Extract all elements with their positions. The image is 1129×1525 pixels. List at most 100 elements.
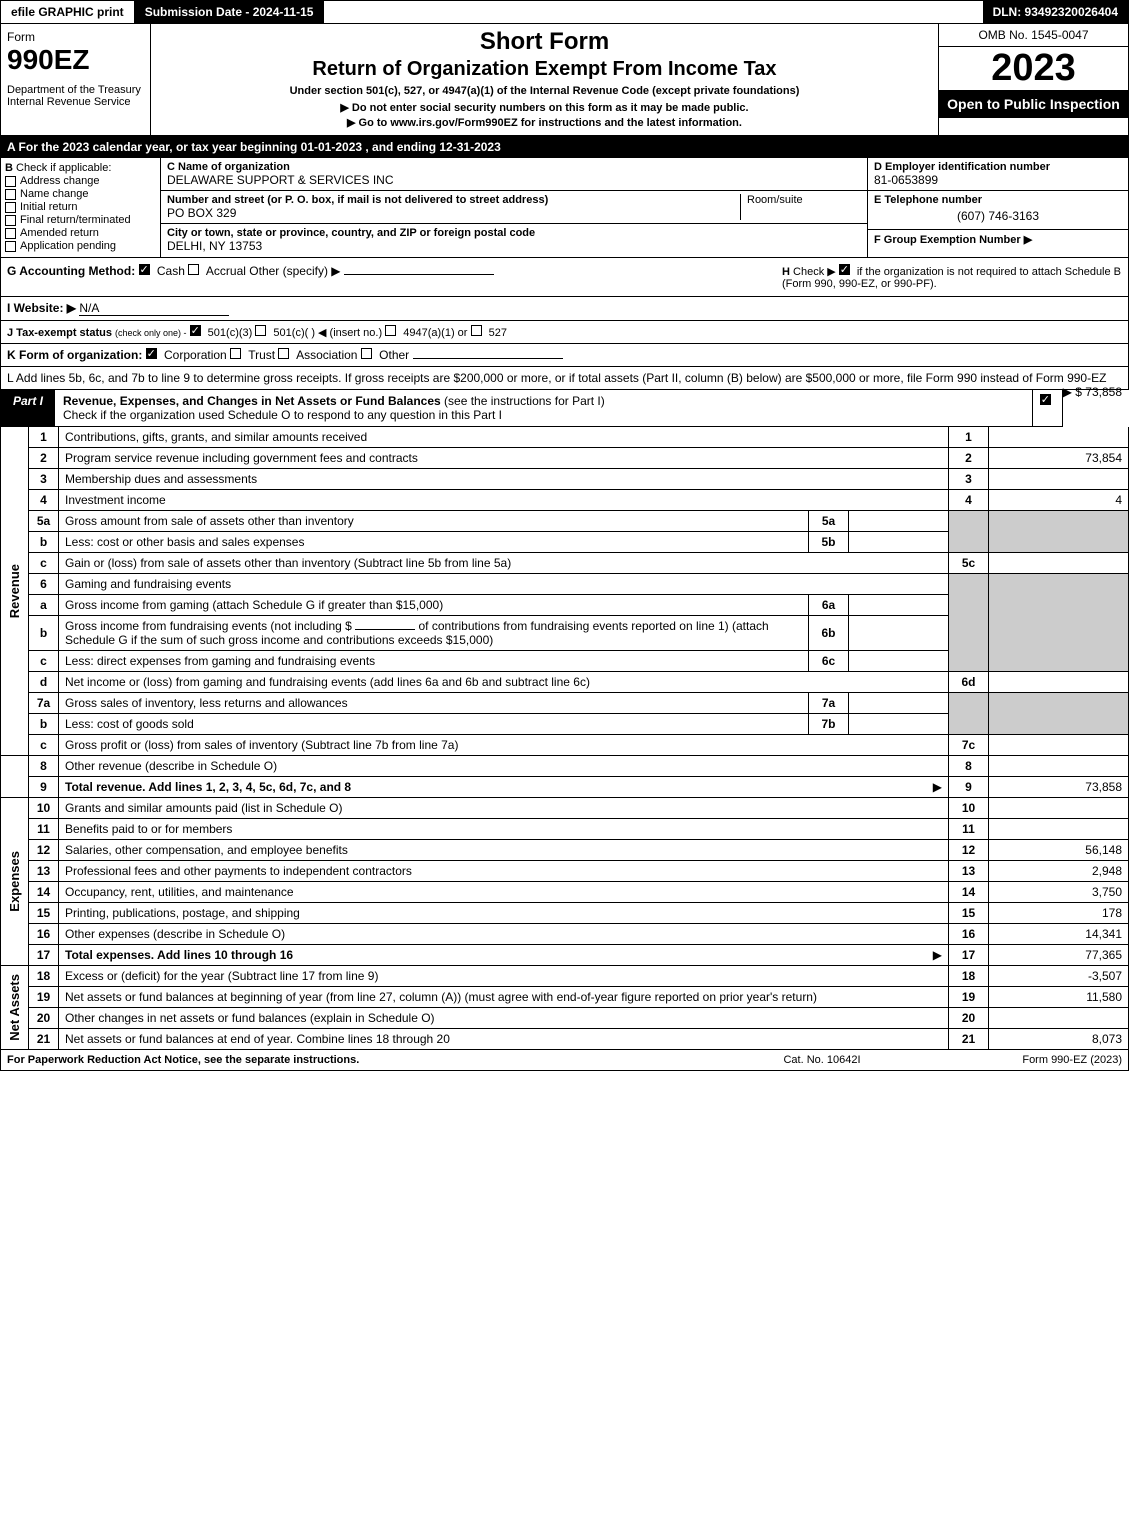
line-20-desc: Other changes in net assets or fund bala… bbox=[65, 1011, 435, 1025]
form-number: 990EZ bbox=[7, 44, 144, 76]
line-7c-num: c bbox=[29, 735, 59, 756]
part-1-title: Revenue, Expenses, and Changes in Net As… bbox=[55, 390, 1032, 426]
other-org-input[interactable] bbox=[413, 358, 563, 359]
submission-date-button[interactable]: Submission Date - 2024-11-15 bbox=[135, 1, 325, 23]
checkbox-corporation[interactable] bbox=[146, 348, 157, 359]
page-footer: For Paperwork Reduction Act Notice, see … bbox=[0, 1050, 1129, 1071]
checkbox-label: Address change bbox=[20, 175, 100, 187]
checkbox-501c[interactable] bbox=[255, 325, 266, 336]
col-b-label: B bbox=[5, 162, 13, 174]
phone-label: E Telephone number bbox=[874, 194, 1122, 206]
row-l-text: L Add lines 5b, 6c, and 7b to line 9 to … bbox=[7, 371, 1106, 385]
other-specify-input[interactable] bbox=[344, 274, 494, 275]
line-10-num: 10 bbox=[29, 798, 59, 819]
ein-value: 81-0653899 bbox=[874, 173, 1122, 187]
line-15-num: 15 bbox=[29, 903, 59, 924]
efile-print-button[interactable]: efile GRAPHIC print bbox=[1, 1, 135, 23]
line-5b-sub: 5b bbox=[809, 532, 849, 553]
opt-501c3: 501(c)(3) bbox=[208, 327, 253, 339]
line-4-desc: Investment income bbox=[65, 493, 166, 507]
checkbox-4947[interactable] bbox=[385, 325, 396, 336]
line-8-val bbox=[989, 756, 1129, 777]
line-11-box: 11 bbox=[949, 819, 989, 840]
col-b-subtitle: Check if applicable: bbox=[16, 162, 111, 174]
line-15-val: 178 bbox=[989, 903, 1129, 924]
line-11-num: 11 bbox=[29, 819, 59, 840]
phone-value: (607) 746-3163 bbox=[874, 206, 1122, 226]
opt-other-org: Other bbox=[379, 348, 409, 362]
checkbox-association[interactable] bbox=[278, 348, 289, 359]
line-15-box: 15 bbox=[949, 903, 989, 924]
line-7b-sub: 7b bbox=[809, 714, 849, 735]
checkbox-cash[interactable] bbox=[139, 264, 150, 275]
footer-right: Form 990-EZ (2023) bbox=[922, 1054, 1122, 1066]
checkbox-accrual[interactable] bbox=[188, 264, 199, 275]
line-6-desc: Gaming and fundraising events bbox=[65, 577, 231, 591]
footer-left: For Paperwork Reduction Act Notice, see … bbox=[7, 1054, 722, 1066]
line-7a-desc: Gross sales of inventory, less returns a… bbox=[65, 696, 348, 710]
checkbox-other-org[interactable] bbox=[361, 348, 372, 359]
line-5a-desc: Gross amount from sale of assets other t… bbox=[65, 514, 354, 528]
checkbox-address-change[interactable]: Address change bbox=[5, 175, 156, 187]
line-9-num: 9 bbox=[29, 777, 59, 798]
open-to-public: Open to Public Inspection bbox=[939, 90, 1128, 118]
line-1-num: 1 bbox=[29, 427, 59, 448]
goto-instruction: ▶ Go to www.irs.gov/Form990EZ for instru… bbox=[155, 116, 934, 129]
checkbox-501c3[interactable] bbox=[190, 325, 201, 336]
line-6c-num: c bbox=[29, 651, 59, 672]
line-11-desc: Benefits paid to or for members bbox=[65, 822, 232, 836]
org-name-label: C Name of organization bbox=[167, 161, 861, 173]
line-7c-val bbox=[989, 735, 1129, 756]
line-3-desc: Membership dues and assessments bbox=[65, 472, 257, 486]
row-h: H Check ▶ if the organization is not req… bbox=[782, 264, 1122, 290]
form-label: Form bbox=[7, 30, 144, 44]
checkbox-name-change[interactable]: Name change bbox=[5, 188, 156, 200]
line-19-box: 19 bbox=[949, 987, 989, 1008]
website-label: I Website: ▶ bbox=[7, 301, 76, 315]
line-10-box: 10 bbox=[949, 798, 989, 819]
row-j-tax-status: J Tax-exempt status (check only one) - 5… bbox=[0, 321, 1129, 344]
line-13-num: 13 bbox=[29, 861, 59, 882]
checkbox-amended-return[interactable]: Amended return bbox=[5, 227, 156, 239]
row-i-website: I Website: ▶ N/A bbox=[0, 297, 1129, 321]
checkbox-trust[interactable] bbox=[230, 348, 241, 359]
tax-status-label: J Tax-exempt status bbox=[7, 327, 112, 339]
line-3-num: 3 bbox=[29, 469, 59, 490]
line-7b-desc: Less: cost of goods sold bbox=[65, 717, 194, 731]
checkbox-final-return[interactable]: Final return/terminated bbox=[5, 214, 156, 226]
line-6d-num: d bbox=[29, 672, 59, 693]
line-19-desc: Net assets or fund balances at beginning… bbox=[65, 990, 817, 1004]
checkbox-527[interactable] bbox=[471, 325, 482, 336]
checkbox-label: Initial return bbox=[20, 201, 77, 213]
line-14-box: 14 bbox=[949, 882, 989, 903]
dln-label: DLN: 93492320026404 bbox=[983, 1, 1128, 23]
checkbox-schedule-b[interactable] bbox=[839, 264, 850, 275]
checkbox-application-pending[interactable]: Application pending bbox=[5, 240, 156, 252]
line-19-num: 19 bbox=[29, 987, 59, 1008]
line-5a-subval bbox=[849, 511, 949, 532]
line-6b-amount-input[interactable] bbox=[355, 629, 415, 630]
line-14-desc: Occupancy, rent, utilities, and maintena… bbox=[65, 885, 294, 899]
column-def: D Employer identification number 81-0653… bbox=[868, 158, 1128, 257]
city-value: DELHI, NY 13753 bbox=[167, 239, 861, 253]
line-17-box: 17 bbox=[949, 945, 989, 966]
part-1-check-text: Check if the organization used Schedule … bbox=[63, 408, 502, 422]
grey-6 bbox=[949, 574, 989, 672]
line-20-val bbox=[989, 1008, 1129, 1029]
addr-label: Number and street (or P. O. box, if mail… bbox=[167, 194, 734, 206]
checkbox-label: Application pending bbox=[20, 240, 116, 252]
grey-6-val bbox=[989, 574, 1129, 672]
checkbox-initial-return[interactable]: Initial return bbox=[5, 201, 156, 213]
line-12-box: 12 bbox=[949, 840, 989, 861]
line-2-box: 2 bbox=[949, 448, 989, 469]
part-1-table: Revenue 1 Contributions, gifts, grants, … bbox=[0, 427, 1129, 1050]
footer-mid: Cat. No. 10642I bbox=[722, 1054, 922, 1066]
line-16-num: 16 bbox=[29, 924, 59, 945]
line-16-val: 14,341 bbox=[989, 924, 1129, 945]
line-6b-num: b bbox=[29, 616, 59, 651]
part-1-checkbox[interactable] bbox=[1032, 390, 1062, 426]
line-7c-desc: Gross profit or (loss) from sales of inv… bbox=[65, 738, 458, 752]
row-k-org-form: K Form of organization: Corporation Trus… bbox=[0, 344, 1129, 367]
short-form-title: Short Form bbox=[155, 28, 934, 56]
line-5b-desc: Less: cost or other basis and sales expe… bbox=[65, 535, 304, 549]
